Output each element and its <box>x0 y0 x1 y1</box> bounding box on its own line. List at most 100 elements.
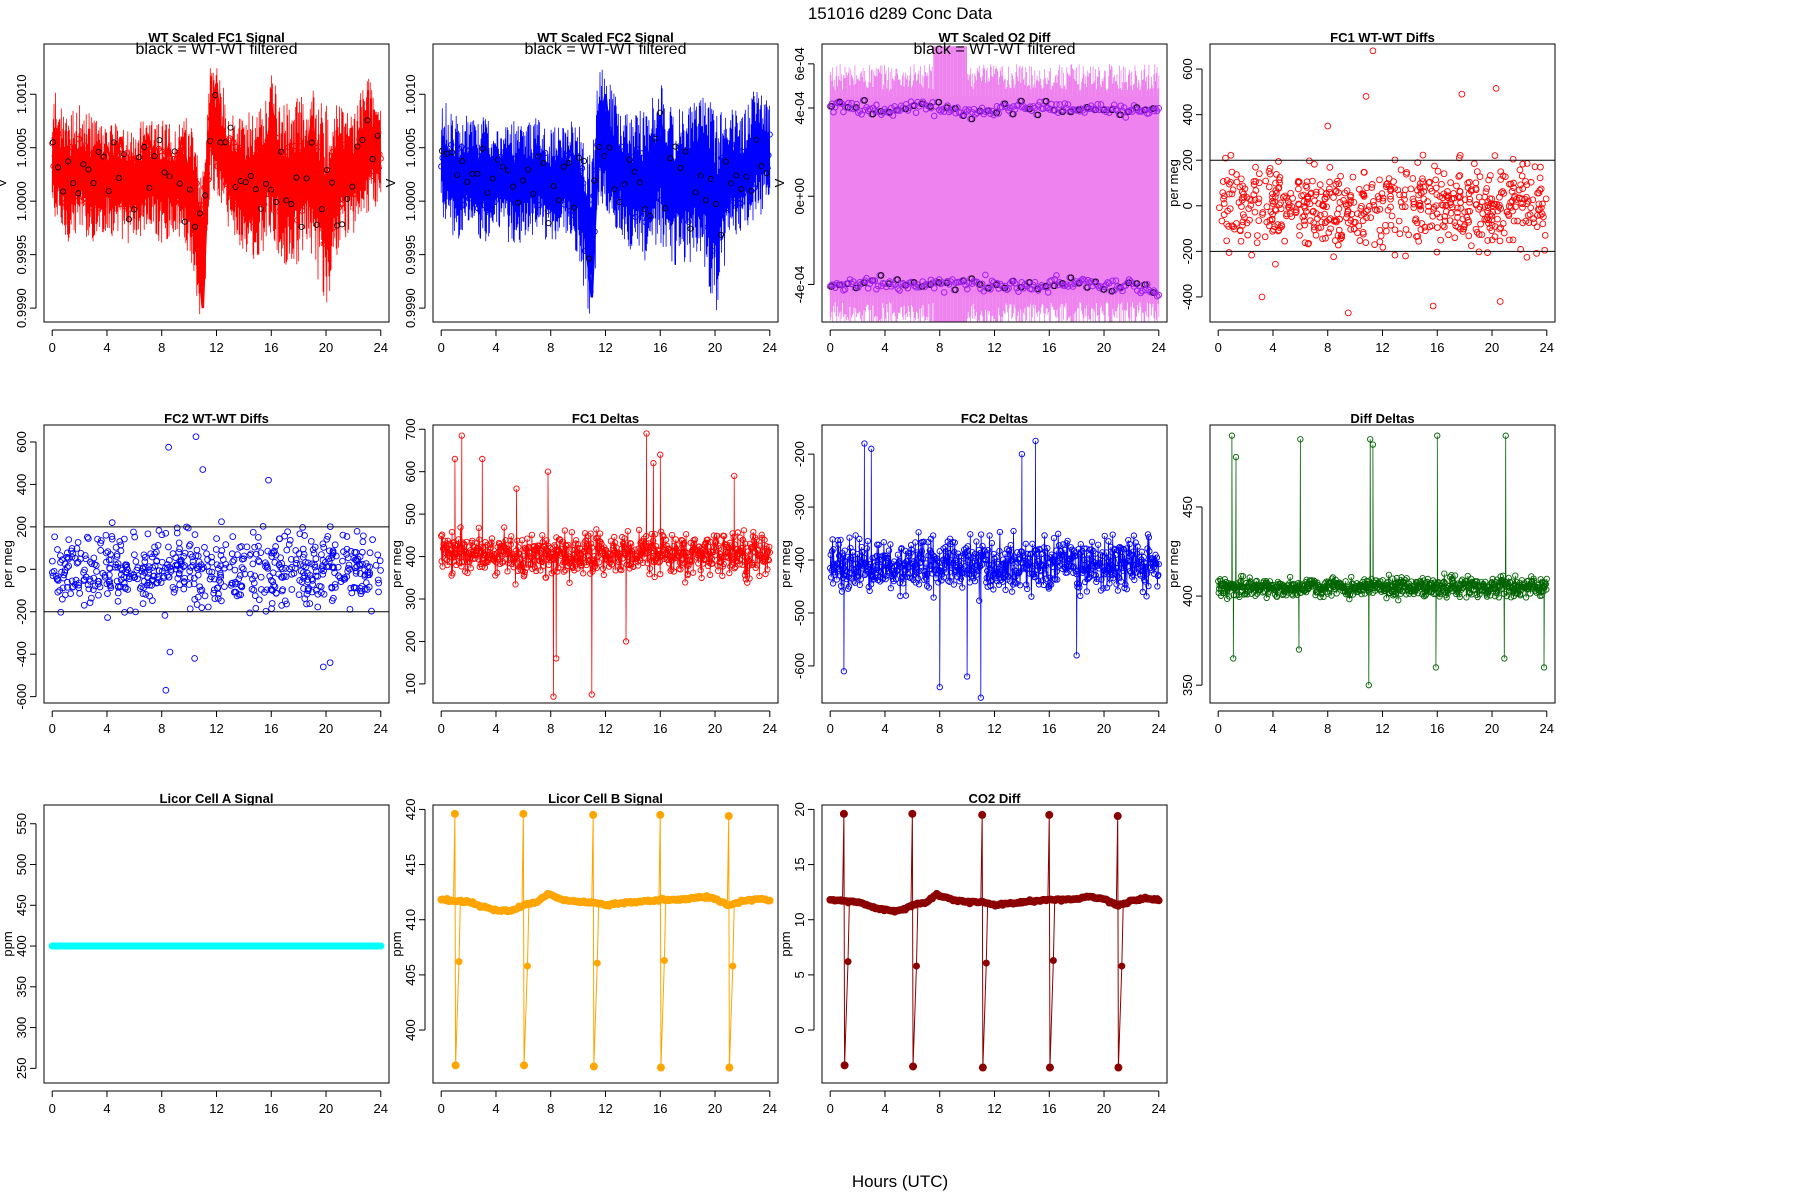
diff-point <box>295 591 303 599</box>
delta-point <box>1023 566 1030 573</box>
diff-point <box>1500 229 1508 237</box>
delta-point <box>1070 563 1077 570</box>
delta-point <box>458 432 465 439</box>
delta-point <box>504 568 511 575</box>
diff-point <box>173 529 181 537</box>
signal-point <box>292 187 299 194</box>
delta-point <box>554 568 561 575</box>
diff-point <box>329 547 337 555</box>
delta-point <box>885 547 893 554</box>
x-tick-label: 16 <box>1042 721 1056 736</box>
signal-point <box>495 189 502 196</box>
delta-point <box>1018 450 1026 458</box>
filtered-point <box>877 272 885 279</box>
o2-point <box>1137 289 1144 297</box>
diff-point <box>140 584 147 592</box>
diff-point <box>1413 233 1420 240</box>
o2-point <box>1092 280 1100 287</box>
diff-point <box>352 584 360 592</box>
filtered-point <box>935 98 943 106</box>
diff-point <box>1340 197 1347 204</box>
diff-point <box>169 584 177 591</box>
signal-point <box>684 169 691 176</box>
delta-point <box>515 544 522 551</box>
diff-point <box>1453 182 1460 190</box>
delta-point <box>1112 551 1119 559</box>
signal-point <box>324 184 331 191</box>
delta-point <box>1065 562 1073 570</box>
y-axis-label: V <box>772 178 787 187</box>
delta-point <box>626 565 633 572</box>
filtered-point <box>861 97 868 104</box>
delta-point <box>493 550 500 557</box>
filtered-point <box>181 218 188 225</box>
signal-point <box>661 196 668 203</box>
signal-point <box>52 180 60 187</box>
o2-point <box>1125 107 1133 115</box>
o2-point <box>1067 107 1075 115</box>
diff-point <box>155 567 163 574</box>
diff-point <box>194 571 202 579</box>
diff-point <box>1433 248 1441 256</box>
o2-point <box>944 102 951 109</box>
x-tick-label: 24 <box>763 340 777 355</box>
delta-point <box>681 539 688 547</box>
delta-point <box>1232 453 1240 461</box>
o2-point <box>987 285 994 293</box>
x-tick-label: 20 <box>1485 340 1499 355</box>
diff-point <box>215 577 223 584</box>
plot-frame <box>43 43 390 323</box>
delta-point <box>1053 568 1060 575</box>
diff-point <box>88 560 95 568</box>
signal-point <box>240 190 247 197</box>
diff-point <box>49 572 57 580</box>
diff-point <box>1425 207 1432 215</box>
diff-point <box>194 593 202 601</box>
diff-point <box>65 562 73 570</box>
diff-point <box>1390 178 1397 185</box>
diff-point <box>1248 251 1255 259</box>
delta-point <box>1018 548 1026 555</box>
y-tick-label: 200 <box>1180 149 1195 171</box>
delta-point <box>935 579 942 586</box>
outlier-point <box>199 466 207 473</box>
o2-point <box>828 100 836 108</box>
diff-point <box>1438 201 1446 209</box>
delta-point <box>533 567 540 575</box>
diff-point <box>1383 181 1390 188</box>
signal-point <box>740 191 747 198</box>
delta-point <box>616 566 623 573</box>
outlier-point <box>1258 293 1266 301</box>
delta-point <box>446 540 453 547</box>
diff-point <box>200 564 207 571</box>
signal-point <box>610 175 617 182</box>
signal-point <box>313 206 320 213</box>
diff-point <box>1401 196 1408 203</box>
diff-point <box>51 533 58 541</box>
filtered-point <box>364 117 371 124</box>
diff-point <box>1385 175 1393 182</box>
delta-point <box>561 527 568 534</box>
delta-point <box>756 542 764 549</box>
signal-point <box>723 205 730 212</box>
diff-point <box>204 563 211 570</box>
diff-point <box>170 588 178 596</box>
diff-point <box>352 570 360 577</box>
delta-point <box>963 673 971 680</box>
diff-point <box>136 585 144 592</box>
y-tick-label: 0.9995 <box>14 235 29 275</box>
delta-point <box>1141 576 1148 584</box>
delta-point <box>518 564 525 571</box>
diff-point <box>1218 217 1226 225</box>
x-tick-label: 24 <box>1152 721 1166 736</box>
delta-point <box>1094 541 1102 548</box>
y-tick-label: 450 <box>1180 496 1195 518</box>
diff-point <box>1494 215 1501 223</box>
delta-point <box>544 468 552 475</box>
diff-point <box>1354 229 1361 237</box>
signal-point <box>328 173 335 180</box>
signal-point <box>134 166 141 173</box>
diff-point <box>1343 214 1350 222</box>
diff-point <box>1319 235 1326 243</box>
